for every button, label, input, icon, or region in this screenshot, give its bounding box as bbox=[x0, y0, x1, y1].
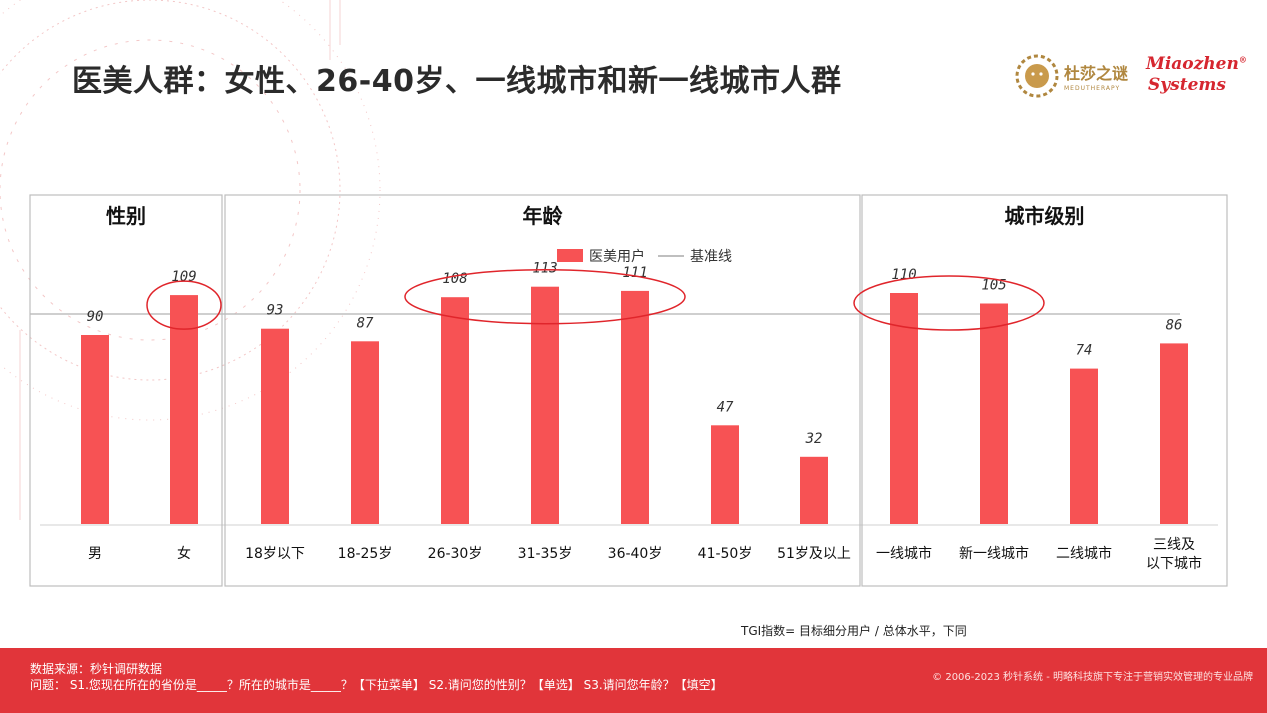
category-label: 51岁及以上 bbox=[777, 546, 851, 562]
footer-bar: 数据来源：秒针调研数据 问题： S1.您现在所在的省份是_____？所在的城市是… bbox=[0, 648, 1267, 713]
data-label: 86 bbox=[1166, 317, 1183, 333]
registered-mark: ® bbox=[1238, 54, 1247, 65]
brand-logo-miaozhen: Miaozhen® Systems bbox=[1146, 48, 1247, 104]
category-label: 一线城市 bbox=[876, 545, 932, 562]
panel-frame bbox=[224, 194, 861, 587]
category-label: 18-25岁 bbox=[338, 546, 393, 562]
bar bbox=[980, 303, 1008, 524]
panel-frame bbox=[29, 194, 223, 587]
category-label: 女 bbox=[177, 545, 191, 562]
data-label: 109 bbox=[171, 269, 196, 285]
bar bbox=[351, 341, 379, 524]
category-label: 二线城市 bbox=[1056, 545, 1112, 562]
category-label: 31-35岁 bbox=[518, 546, 573, 562]
bar bbox=[170, 295, 198, 524]
panel-frame bbox=[861, 194, 1228, 587]
data-source: 数据来源：秒针调研数据 bbox=[30, 662, 163, 676]
legend-label: 基准线 bbox=[690, 248, 732, 265]
category-label: 26-30岁 bbox=[428, 546, 483, 562]
bar bbox=[261, 328, 289, 524]
bar bbox=[890, 293, 918, 524]
data-label: 93 bbox=[267, 303, 284, 319]
data-label: 105 bbox=[981, 278, 1006, 294]
category-label: 新一线城市 bbox=[959, 545, 1029, 562]
category-label: 以下城市 bbox=[1146, 555, 1202, 572]
highlight-ellipse bbox=[853, 275, 1045, 331]
data-label: 47 bbox=[717, 399, 734, 415]
page-title: 医美人群：女性、26-40岁、一线城市和新一线城市人群 bbox=[72, 64, 842, 99]
category-label: 18岁以下 bbox=[245, 546, 305, 562]
bar bbox=[1070, 368, 1098, 524]
dusha-logo-text: 杜莎之谜 bbox=[1064, 64, 1129, 83]
data-label: 87 bbox=[357, 315, 374, 331]
miaozhen-logo-text: Miaozhen bbox=[1146, 54, 1239, 74]
bar bbox=[441, 297, 469, 524]
systems-logo-text: Systems bbox=[1148, 75, 1226, 95]
data-label: 32 bbox=[805, 431, 823, 447]
brand-logo-dusha: 杜莎之谜 MEDUTHERAPY bbox=[1014, 48, 1134, 104]
bar bbox=[531, 286, 559, 524]
medusa-emblem-icon bbox=[1015, 54, 1059, 98]
panel-title: 年龄 bbox=[523, 204, 564, 228]
legend-swatch-bar bbox=[557, 249, 583, 262]
legend-label: 医美用户 bbox=[589, 248, 645, 265]
dusha-logo-subtext: MEDUTHERAPY bbox=[1064, 85, 1121, 92]
category-label: 男 bbox=[88, 546, 102, 562]
tgi-note: TGI指数= 目标细分用户 / 总体水平，下同 bbox=[741, 624, 967, 638]
panel-title: 性别 bbox=[106, 204, 146, 228]
bar bbox=[621, 290, 649, 524]
bar bbox=[81, 335, 109, 524]
highlight-ellipse bbox=[146, 280, 222, 330]
data-label: 74 bbox=[1076, 343, 1093, 359]
data-label: 111 bbox=[622, 265, 647, 281]
bar bbox=[1160, 343, 1188, 524]
bar bbox=[800, 456, 828, 524]
category-label: 三线及 bbox=[1153, 537, 1195, 553]
panel-title: 城市级别 bbox=[1005, 204, 1085, 228]
data-label: 90 bbox=[87, 309, 104, 325]
copyright: © 2006-2023 秒针系统 - 明略科技旗下专注于营销实效管理的专业品牌 bbox=[932, 672, 1253, 683]
data-label: 113 bbox=[532, 261, 557, 277]
category-label: 36-40岁 bbox=[608, 546, 663, 562]
data-label: 108 bbox=[442, 271, 467, 287]
survey-questions: 问题： S1.您现在所在的省份是_____？所在的城市是_____？【下拉菜单】… bbox=[30, 678, 723, 692]
bar bbox=[711, 425, 739, 524]
category-label: 41-50岁 bbox=[698, 546, 753, 562]
highlight-ellipse bbox=[404, 268, 686, 325]
